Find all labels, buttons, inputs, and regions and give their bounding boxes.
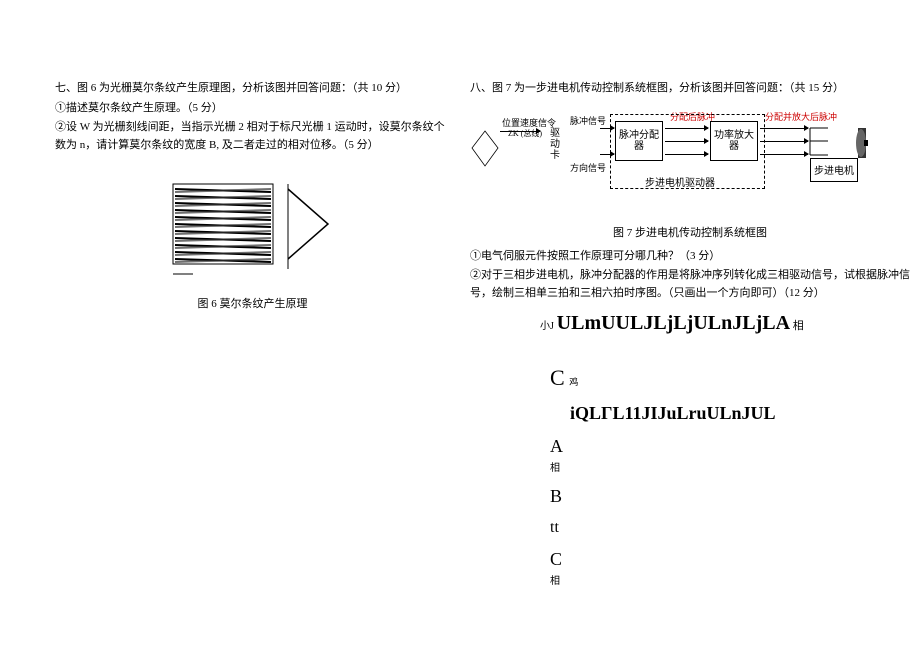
- c2-label: C: [550, 549, 910, 570]
- label-pulse: 脉冲信号: [570, 114, 606, 127]
- q7-sub2: ②设 W 为光栅刻线间距，当指示光栅 2 相对于标尺光栅 1 运动时，设莫尔条纹…: [55, 119, 450, 154]
- b-label: B: [550, 486, 910, 507]
- arrow-4a: [760, 128, 808, 129]
- figure-6-container: 图 6 莫尔条纹产生原理: [55, 174, 450, 311]
- c2-sub: 相: [550, 572, 910, 587]
- q7-sub1: ①描述莫尔条纹产生原理。（5 分）: [55, 100, 450, 118]
- fig6-caption: 图 6 莫尔条纹产生原理: [55, 295, 450, 311]
- fig7-caption: 图 7 步进电机传动控制系统框图: [470, 224, 910, 240]
- q8-sub2: ②对于三相步进电机，脉冲分配器的作用是将脉冲序列转化成三相驱动信号，试根据脉冲信…: [470, 267, 910, 302]
- motor-icon: [808, 120, 868, 165]
- q8-sub1: ①电气伺服元件按照工作原理可分哪几种？（3 分）: [470, 248, 910, 266]
- a-label: A: [550, 436, 910, 457]
- q7-title: 七、图 6 为光栅莫尔条纹产生原理图，分析该图并回答问题：（共 10 分）: [55, 80, 450, 98]
- box-drive-card: 驱动卡: [550, 128, 560, 161]
- timing-row-2: iQLГL11JIJuLruULnJUL: [570, 403, 910, 424]
- a-sub: 相: [550, 459, 910, 474]
- arrow-4c: [760, 154, 808, 155]
- moire-figure: [163, 174, 343, 284]
- c-label: C 鸡: [550, 365, 910, 391]
- arrow-4b: [760, 141, 808, 142]
- box-driver-group-label: 步进电机驱动器: [645, 174, 715, 189]
- diamond-icon: [470, 126, 500, 171]
- arrow-1: [500, 131, 540, 132]
- q8-title: 八、图 7 为一步进电机传动控制系统框图，分析该图并回答问题：（共 15 分）: [470, 80, 910, 98]
- timing-row-1: 小J ULmUULJLjLjULnJLjLA 相: [540, 312, 910, 335]
- tt-label: tt: [550, 519, 910, 537]
- block-diagram: 位置速度信令 ZK (总线) 脉冲信号 驱动卡 方向信号 脉冲分配器 分配后脉冲…: [470, 106, 870, 216]
- label-direction: 方向信号: [570, 161, 606, 174]
